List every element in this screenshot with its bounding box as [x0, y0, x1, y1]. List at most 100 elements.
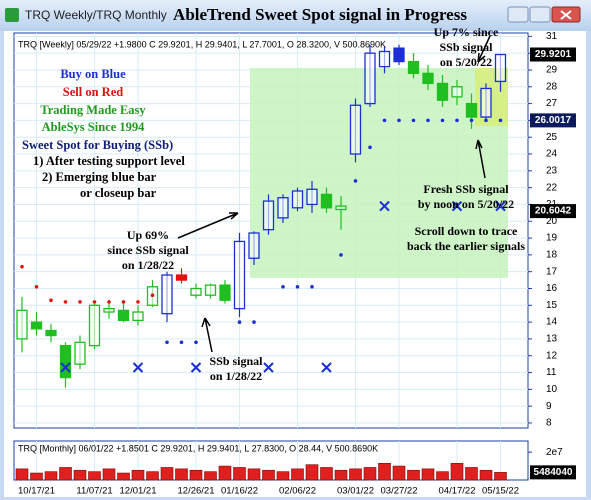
candle-body — [248, 232, 260, 259]
y-tick-label: 29 — [546, 65, 558, 76]
price-label: 20.6042 — [535, 206, 572, 217]
cross-mark — [451, 200, 463, 212]
maximize-button[interactable] — [529, 6, 551, 23]
candle-body — [132, 311, 144, 322]
stop-dot — [20, 264, 24, 269]
candle-body — [451, 86, 463, 98]
volume-bar — [233, 467, 246, 481]
cross-mark — [321, 362, 332, 373]
y-tick-label: 12 — [546, 350, 558, 361]
annotation: back the earlier signals — [407, 239, 525, 253]
candle-body — [16, 309, 28, 340]
arrow — [477, 35, 491, 63]
volume-bar — [88, 471, 101, 481]
marks — [15, 44, 507, 481]
stop-dot — [194, 340, 198, 345]
stop-dot — [397, 118, 401, 123]
stop-dot — [295, 285, 300, 289]
annotation: by noon on 5/20/22 — [418, 197, 514, 211]
stop-dot — [34, 285, 39, 289]
cross-mark — [132, 362, 144, 373]
cross-mark — [379, 200, 390, 212]
candle-body — [364, 52, 376, 105]
volume-bar — [407, 469, 420, 481]
volume-bar — [479, 469, 493, 481]
y-tick-label: 19 — [546, 233, 558, 244]
legend-note: 2) Emerging blue bar — [42, 170, 157, 184]
volume-bar — [15, 468, 29, 481]
volume-bar — [59, 467, 72, 481]
volume-bar — [320, 467, 333, 481]
annotation: SSb signal — [209, 354, 263, 368]
stop-dot — [339, 253, 343, 257]
candle-body — [45, 329, 57, 337]
y-tick-label: 13 — [546, 334, 558, 345]
candle-body — [262, 200, 275, 231]
annotation: on 1/28/22 — [122, 258, 174, 272]
y-tick-label: 23 — [546, 165, 558, 176]
cross-mark — [60, 362, 71, 373]
cross-mark — [495, 200, 506, 212]
y-tick-label: 9 — [546, 401, 552, 412]
arrow — [475, 139, 486, 179]
candle-body — [59, 344, 72, 379]
y-tick-label: 27 — [546, 98, 558, 109]
candle-body — [494, 53, 507, 83]
app-icon — [5, 8, 19, 22]
close-icon — [560, 10, 572, 20]
candle-body — [480, 87, 492, 118]
panel-header: TRQ [Weekly] 05/29/22 +1.9800 C 29.9201,… — [18, 39, 386, 49]
stop-dot — [252, 320, 256, 324]
volume-bar — [44, 471, 58, 481]
candle-body — [378, 50, 391, 68]
minimize-button[interactable] — [507, 6, 529, 23]
candle-body — [103, 308, 115, 313]
candle-body — [88, 304, 101, 347]
candle-body — [436, 82, 449, 101]
candle-body — [233, 240, 246, 310]
y-tick-label: 18 — [546, 250, 558, 261]
stop-dot — [281, 285, 285, 289]
candle-body — [74, 341, 86, 365]
candle-body — [161, 274, 173, 315]
annotation: Fresh SSb signal — [423, 182, 509, 196]
legend-note: Sweet Spot for Buying (SSb) — [22, 138, 173, 152]
annotation: Scroll down to trace — [415, 224, 518, 238]
volume-bar — [262, 469, 275, 481]
stop-dot — [455, 118, 459, 123]
volume-bar — [421, 468, 435, 481]
candle-body — [465, 102, 478, 118]
annotation: since SSb signal — [107, 243, 189, 257]
stop-dot — [92, 300, 97, 304]
volume-bar — [189, 469, 203, 481]
volume-bar — [334, 469, 348, 481]
candle-body — [393, 47, 405, 63]
volume-bar — [146, 471, 159, 481]
tab-label[interactable]: TRQ Weekly/TRQ Monthly — [25, 8, 167, 22]
annotation: on 5/20/22 — [440, 55, 492, 69]
arrows — [177, 35, 491, 353]
stop-dot — [469, 118, 474, 123]
volume-bar — [175, 468, 188, 481]
volume-bar — [494, 472, 507, 481]
legend-note: or closeup bar — [80, 186, 157, 200]
candle-body — [320, 193, 333, 209]
annotation: on 1/28/22 — [210, 369, 262, 383]
price-label-box — [530, 465, 576, 480]
volume-bar — [436, 471, 449, 481]
stop-dot — [165, 340, 169, 345]
candle-body — [335, 205, 347, 211]
volume-bar — [247, 468, 261, 481]
candle-body — [190, 287, 202, 296]
title-bar — [0, 0, 591, 31]
x-tick-label: 12/26/21 — [178, 486, 215, 497]
volume-bar — [378, 462, 391, 481]
legend-note: Buy on Blue — [60, 67, 126, 81]
stop-dot — [150, 293, 155, 298]
price-label: 5484040 — [534, 467, 573, 478]
legend-note: Trading Made Easy — [40, 103, 146, 117]
stop-dot — [237, 320, 242, 324]
volume-bar — [276, 471, 290, 481]
x-tick-label: 03/27/22 — [381, 486, 418, 497]
